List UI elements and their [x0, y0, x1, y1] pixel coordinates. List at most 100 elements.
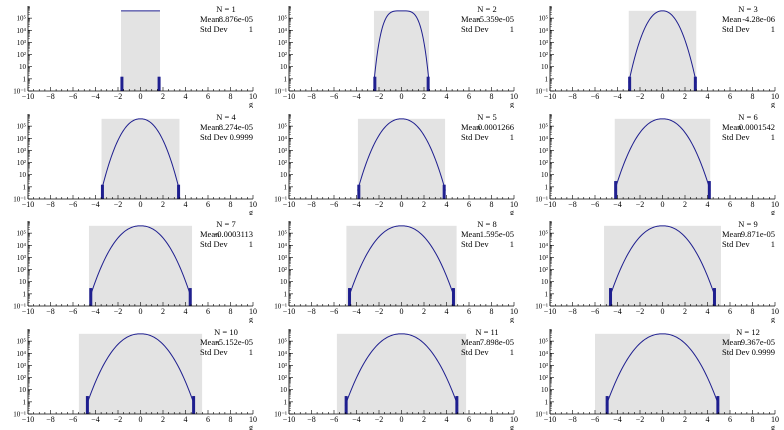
stats-title: N = 11	[475, 327, 498, 337]
x-tick-label: 2	[161, 200, 165, 209]
x-axis-label: g	[510, 423, 514, 430]
y-tick-label: 10⁻¹	[274, 303, 287, 311]
x-tick-label: −2	[636, 92, 645, 101]
histogram-fill	[336, 333, 467, 414]
x-tick-label: 0	[400, 92, 404, 101]
stats-mean-value: -5.152e-05	[216, 337, 253, 347]
x-tick-label: 4	[706, 415, 710, 424]
x-tick-label: 2	[161, 415, 165, 424]
x-tick-label: −10	[544, 307, 557, 316]
x-tick-label: 4	[445, 307, 449, 316]
histogram-fill	[628, 10, 697, 91]
x-tick-label: −10	[283, 200, 296, 209]
x-tick-label: 8	[751, 415, 755, 424]
x-tick-label: −4	[91, 415, 100, 424]
x-tick-label: −10	[283, 307, 296, 316]
x-tick-label: 8	[490, 415, 494, 424]
x-tick-label: −6	[69, 415, 78, 424]
y-tick-label: 10⁵	[539, 230, 549, 238]
x-tick-label: 10	[771, 92, 779, 101]
y-tick-label: 10³	[278, 254, 287, 262]
stats-title: N = 2	[477, 4, 496, 14]
y-tick-label: 10⁻¹	[535, 195, 548, 203]
x-tick-label: 10	[249, 92, 257, 101]
x-tick-label: 2	[683, 200, 687, 209]
stats-mean-label: Mean	[722, 229, 742, 239]
y-tick-label: 10²	[17, 159, 26, 167]
y-tick-label: 10⁵	[278, 230, 288, 238]
histogram-panel-8: −10 −8 −6 −4 −2 0 2 4 6 8 10g10⁻¹11010²10³10⁴10⁵N …	[274, 219, 518, 323]
stats-std-value: 1	[771, 24, 775, 34]
x-tick-label: 2	[422, 92, 426, 101]
stats-std-label: Std Dev	[200, 239, 228, 249]
y-tick-label: 10	[541, 386, 549, 394]
x-tick-label: −10	[22, 92, 35, 101]
x-tick-label: 10	[510, 92, 518, 101]
histogram-panel-1: −10 −8 −6 −4 −2 0 2 4 6 8 10g10⁻¹11010²10³10⁴10⁵N …	[13, 4, 257, 108]
y-tick-label: 10	[19, 386, 27, 394]
histogram-panel-7: −10 −8 −6 −4 −2 0 2 4 6 8 10g10⁻¹11010²10³10⁴10⁵N …	[13, 219, 257, 323]
histogram-fill	[346, 225, 457, 306]
x-tick-label: −10	[283, 92, 296, 101]
x-tick-label: −10	[22, 200, 35, 209]
x-axis-label: g	[249, 208, 253, 216]
x-tick-label: −2	[114, 200, 123, 209]
histogram-fill	[604, 225, 721, 306]
x-tick-label: −4	[91, 307, 100, 316]
histogram-fill	[614, 118, 711, 199]
x-tick-label: −10	[544, 415, 557, 424]
x-tick-label: 0	[400, 415, 404, 424]
x-axis-label: g	[771, 315, 775, 323]
stats-mean-value: 8.876e-05	[219, 14, 253, 24]
histogram-panel-9: −10 −8 −6 −4 −2 0 2 4 6 8 10g10⁻¹11010²10³10⁴10⁵N …	[535, 219, 779, 323]
x-tick-label: 0	[661, 307, 665, 316]
y-tick-label: 10⁵	[278, 122, 288, 130]
x-tick-label: −8	[568, 307, 577, 316]
y-tick-label: 1	[545, 398, 549, 406]
stats-mean-label: Mean	[722, 122, 742, 132]
x-tick-label: −6	[330, 92, 339, 101]
x-tick-label: 4	[445, 415, 449, 424]
y-tick-label: 1	[284, 75, 288, 83]
stats-title: N = 7	[216, 219, 235, 229]
x-tick-label: 0	[661, 415, 665, 424]
x-tick-label: −4	[613, 307, 622, 316]
x-tick-label: −4	[613, 200, 622, 209]
x-tick-label: −10	[544, 200, 557, 209]
histogram-panel-4: −10 −8 −6 −4 −2 0 2 4 6 8 10g10⁻¹11010²10³10⁴10⁵N …	[13, 112, 257, 216]
stats-mean-value: 0.0001542	[739, 122, 775, 132]
stats-mean-value: 9.367e-05	[741, 337, 775, 347]
histogram-curve	[609, 225, 716, 298]
stats-std-label: Std Dev	[200, 24, 228, 34]
y-tick-label: 10⁻¹	[535, 88, 548, 96]
x-tick-label: 10	[771, 200, 779, 209]
x-tick-label: −8	[307, 307, 316, 316]
y-tick-label: 10	[280, 386, 288, 394]
x-axis-label: g	[510, 100, 514, 108]
y-tick-label: 10²	[278, 51, 287, 59]
stats-mean-label: Mean	[200, 229, 220, 239]
y-tick-label: 10³	[278, 39, 287, 47]
x-tick-label: −2	[114, 415, 123, 424]
y-tick-label: 10	[280, 171, 288, 179]
x-tick-label: 6	[206, 92, 210, 101]
x-tick-label: −8	[568, 415, 577, 424]
y-tick-label: 10²	[278, 159, 287, 167]
x-tick-label: 2	[422, 307, 426, 316]
stats-mean-label: Mean	[461, 122, 481, 132]
x-tick-label: 8	[490, 200, 494, 209]
stats-std-value: 1	[771, 239, 775, 249]
histogram-curve	[614, 117, 711, 191]
x-tick-label: −2	[375, 92, 384, 101]
stats-mean-value: 7.898e-05	[480, 337, 514, 347]
histogram-curve	[373, 10, 430, 83]
x-tick-label: 8	[229, 415, 233, 424]
x-tick-label: −4	[352, 415, 361, 424]
y-tick-label: 1	[545, 75, 549, 83]
y-tick-label: 10⁻¹	[535, 410, 548, 418]
stats-title: N = 8	[477, 219, 496, 229]
y-tick-label: 10⁴	[539, 134, 549, 142]
y-tick-label: 10⁵	[17, 337, 27, 345]
x-tick-label: 10	[249, 200, 257, 209]
stats-std-value: 1	[249, 347, 253, 357]
